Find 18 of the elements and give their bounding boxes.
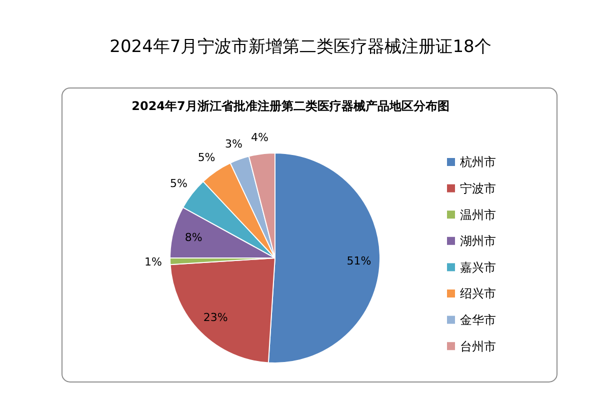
data-label: 5% [170,177,188,190]
data-label: 8% [184,230,202,244]
legend-label: 嘉兴市 [460,260,496,274]
legend-label: 台州市 [460,339,496,354]
chart-title: 2024年7月宁波市新增第二类医疗器械注册证18个 [110,37,492,57]
data-label: 5% [198,151,216,164]
legend-label: 温州市 [460,208,496,222]
data-label: 51% [346,254,372,268]
chart-subtitle: 2024年7月浙江省批准注册第二类医疗器械产品地区分布图 [132,99,450,113]
data-label: 3% [225,137,242,150]
data-label: 23% [203,311,228,324]
legend-label: 金华市 [460,313,496,327]
legend-label: 宁波市 [460,182,496,196]
data-label: 1% [144,256,162,269]
data-label: 4% [251,131,268,144]
legend-label: 湖州市 [460,234,496,248]
legend-label: 杭州市 [459,155,496,170]
legend-label: 绍兴市 [460,286,496,301]
